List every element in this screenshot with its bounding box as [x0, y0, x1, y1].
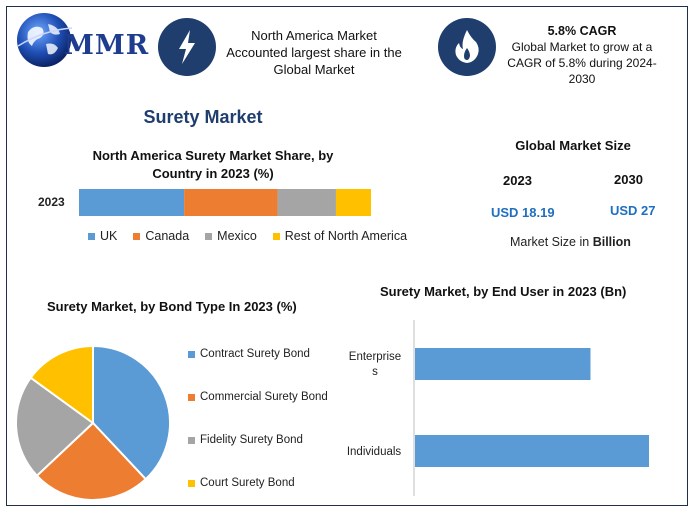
- market-size-unit: Market Size in Billion: [510, 235, 631, 249]
- info-line: 2030: [568, 72, 596, 86]
- pie-slice-court-surety-bond: [29, 344, 94, 425]
- legend-label: Contract Surety Bond: [200, 348, 310, 360]
- north-america-info: North America Market Accounted largest s…: [218, 27, 410, 78]
- pie-slice-commercial-surety-bond: [35, 421, 148, 501]
- legend-label: Court Surety Bond: [200, 477, 295, 489]
- chart-title-line: Country in 2023 (%): [152, 166, 274, 181]
- bar-enterprises: [415, 348, 591, 380]
- legend-item: Mexico: [205, 229, 257, 243]
- market-size-title: Global Market Size: [515, 138, 631, 153]
- legend-swatch: [205, 232, 213, 240]
- chart-title-line: North America Surety Market Share, by: [92, 148, 334, 163]
- category-label-wrap: s: [372, 366, 378, 378]
- market-size-year-1: 2023: [503, 173, 532, 188]
- bond-type-pie-chart: [15, 344, 171, 501]
- unit-bold: Billion: [592, 235, 631, 249]
- stacked-bar-segment-mexico: [277, 189, 336, 216]
- pie-legend-item: Contract Surety Bond: [188, 348, 348, 391]
- legend-swatch: [188, 480, 195, 487]
- legend-item: Rest of North America: [272, 229, 408, 243]
- legend-label: Canada: [145, 229, 190, 243]
- stacked-bar-segment-rest-of-north-america: [335, 189, 371, 216]
- badge-lightning: [158, 18, 216, 76]
- legend-label: Mexico: [217, 229, 257, 243]
- stacked-bar-segment-canada: [184, 189, 278, 216]
- legend-swatch: [188, 351, 195, 358]
- end-user-bar-chart: Enterprise s Individuals: [347, 320, 649, 496]
- badge-flame: [438, 18, 496, 76]
- flame-icon: [455, 30, 479, 63]
- stacked-bar-category-label: 2023: [38, 195, 65, 209]
- legend-swatch: [188, 437, 195, 444]
- legend-item: Canada: [133, 229, 189, 243]
- legend-label: Rest of North America: [284, 229, 408, 243]
- lightning-bolt-icon: [179, 30, 195, 64]
- globe-icon: [17, 13, 73, 67]
- logo-text: MMR: [64, 30, 150, 61]
- country-chart-title: North America Surety Market Share, by Co…: [60, 147, 366, 183]
- legend-swatch: [133, 232, 141, 240]
- category-label: Enterprise: [349, 351, 401, 363]
- bond-type-legend: Contract Surety Bond Commercial Surety Bo…: [188, 348, 348, 520]
- bond-type-chart-title: Surety Market, by Bond Type In 2023 (%): [47, 299, 297, 314]
- market-size-value-1: USD 18.19: [491, 205, 555, 220]
- page-title: Surety Market: [143, 107, 263, 127]
- category-label: Individuals: [347, 446, 402, 458]
- info-line: Global Market: [273, 62, 355, 77]
- end-user-chart-title: Surety Market, by End User in 2023 (Bn): [380, 284, 627, 299]
- pie-slice-fidelity-surety-bond: [15, 376, 95, 478]
- cagr-title: 5.8% CAGR: [547, 24, 617, 38]
- info-line: North America Market: [251, 28, 377, 43]
- pie-legend-item: Commercial Surety Bond: [188, 391, 348, 434]
- legend-swatch: [88, 232, 95, 240]
- stacked-bar-legend: UK Canada Mexico Rest of North America: [88, 229, 407, 243]
- cagr-info: 5.8% CAGR Global Market to grow at a CAG…: [500, 23, 664, 87]
- legend-swatch: [188, 394, 195, 401]
- stacked-bar-chart: [79, 189, 371, 216]
- logo: [14, 10, 144, 72]
- pie-legend-item: Fidelity Surety Bond: [188, 434, 348, 477]
- pie-slice-contract-surety-bond: [92, 344, 171, 481]
- bar-individuals: [415, 435, 649, 467]
- stacked-bar-segment-uk: [79, 189, 185, 216]
- market-size-year-2: 2030: [614, 172, 643, 187]
- legend-label: UK: [100, 229, 118, 243]
- unit-label: Market Size in: [510, 235, 590, 249]
- info-line: Global Market to grow at a: [511, 40, 653, 54]
- legend-label: Commercial Surety Bond: [200, 391, 328, 403]
- legend-swatch: [272, 232, 280, 240]
- pie-legend-item: Court Surety Bond: [188, 477, 348, 520]
- legend-item: UK: [88, 229, 117, 243]
- info-line: CAGR of 5.8% during 2024-: [507, 56, 657, 70]
- market-size-value-2: USD 27: [610, 203, 656, 218]
- page-frame: [6, 6, 688, 506]
- info-line: Accounted largest share in the: [226, 45, 402, 60]
- legend-label: Fidelity Surety Bond: [200, 434, 303, 446]
